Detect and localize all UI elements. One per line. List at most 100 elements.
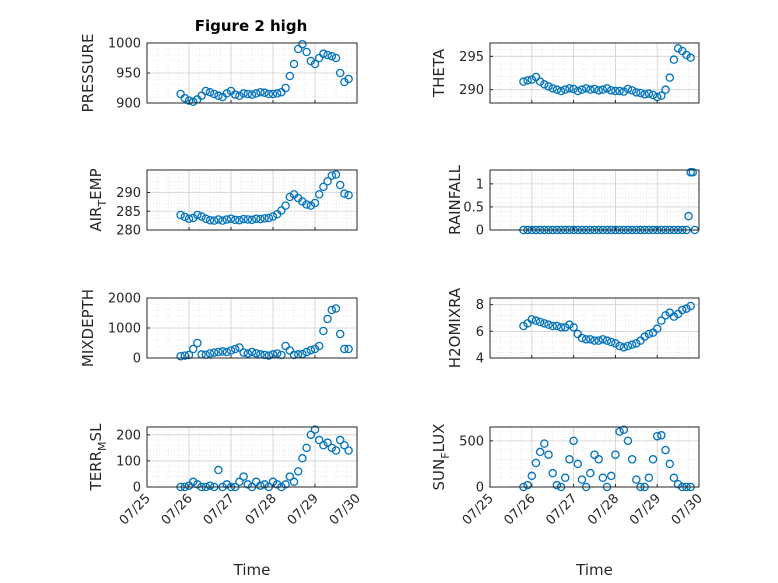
data-point — [180, 93, 190, 103]
data-point — [577, 333, 587, 343]
data-point — [176, 210, 185, 220]
axes-box — [489, 42, 700, 104]
axes-box — [489, 169, 700, 231]
x-tick-label: 07/29 — [285, 491, 322, 528]
data-point — [556, 323, 566, 332]
data-point — [281, 341, 290, 351]
data-point — [669, 473, 679, 483]
x-tick-label: 07/28 — [243, 491, 280, 528]
data-point — [188, 97, 198, 107]
data-point — [281, 83, 290, 93]
data-point — [527, 471, 537, 481]
data-point — [302, 200, 311, 209]
x-tick-label: 07/27 — [201, 491, 238, 528]
data-point — [619, 343, 629, 352]
x-tick-label: 07/25 — [117, 491, 154, 528]
data-point — [260, 214, 269, 223]
data-point — [205, 215, 215, 225]
y-tick-label: 0 — [476, 224, 484, 239]
data-point — [602, 336, 612, 345]
data-point — [243, 480, 253, 489]
data-point — [264, 213, 274, 223]
data-point — [682, 50, 691, 60]
data-point — [306, 430, 316, 440]
data-point — [214, 91, 223, 101]
data-point — [289, 59, 299, 69]
data-point — [611, 86, 620, 96]
data-point — [272, 89, 282, 98]
data-point — [298, 454, 307, 463]
data-point — [594, 336, 603, 345]
data-point — [544, 320, 553, 329]
data-point — [632, 475, 641, 484]
data-point — [205, 349, 215, 358]
data-point — [247, 347, 257, 357]
y-tick-label: 280 — [116, 224, 141, 239]
data-point — [214, 465, 223, 475]
data-point — [340, 189, 349, 198]
subplot-mixdepth: 0 1000 2000 MIXDEPTH — [79, 289, 358, 367]
x-tick-label: 07/25 — [460, 491, 497, 528]
data-point — [226, 214, 236, 223]
figure-title: Figure 2 high — [195, 17, 308, 35]
data-point — [302, 347, 311, 357]
data-point — [264, 351, 274, 360]
data-point — [560, 85, 570, 94]
data-point — [340, 344, 349, 354]
data-point — [531, 72, 541, 82]
data-point — [565, 84, 574, 93]
x-axis-label: Time — [575, 561, 613, 579]
data-point — [531, 458, 541, 468]
data-point — [527, 75, 537, 84]
data-point — [594, 86, 603, 95]
data-point — [560, 323, 570, 332]
y-tick-label: 0 — [133, 352, 141, 367]
data-point — [627, 86, 637, 95]
data-point — [331, 446, 341, 455]
data-point — [319, 182, 328, 192]
data-point — [256, 214, 265, 224]
data-point — [606, 471, 616, 481]
data-point — [289, 350, 299, 360]
y-tick-label: 0.5 — [463, 200, 484, 215]
data-point — [243, 349, 253, 358]
axes-box — [489, 426, 700, 488]
data-point — [540, 439, 549, 448]
data-point — [306, 345, 316, 355]
data-point — [619, 87, 629, 96]
data-point — [197, 212, 206, 221]
x-tick-label: 07/30 — [327, 491, 364, 528]
x-tick-label: 07/28 — [585, 491, 622, 528]
data-point — [302, 443, 311, 453]
y-tick-label: 295 — [459, 50, 484, 65]
data-point — [615, 427, 624, 436]
x-axis-label: Time — [233, 561, 271, 579]
data-point — [226, 346, 236, 355]
data-point — [573, 86, 583, 96]
data-point — [260, 88, 269, 98]
subplot-rainfall: 0 0.5 1 RAINFALL — [446, 164, 700, 239]
data-point — [197, 91, 206, 101]
data-point — [222, 89, 232, 98]
data-point — [272, 480, 282, 489]
data-point — [281, 201, 290, 210]
data-point — [331, 304, 341, 313]
data-point — [531, 316, 541, 325]
data-point — [277, 350, 286, 360]
data-point — [272, 349, 282, 358]
data-point — [319, 326, 328, 336]
data-point — [205, 481, 215, 490]
data-point — [623, 436, 633, 446]
data-point — [314, 341, 324, 351]
data-point — [665, 459, 674, 469]
data-point — [230, 344, 240, 354]
data-point — [319, 49, 328, 59]
data-point — [527, 315, 537, 324]
data-point — [264, 89, 274, 99]
data-point — [615, 341, 624, 351]
data-point — [335, 68, 345, 78]
data-point — [239, 348, 248, 357]
data-point — [243, 89, 253, 99]
y-tick-label: 1000 — [108, 322, 141, 337]
data-point — [523, 480, 532, 490]
